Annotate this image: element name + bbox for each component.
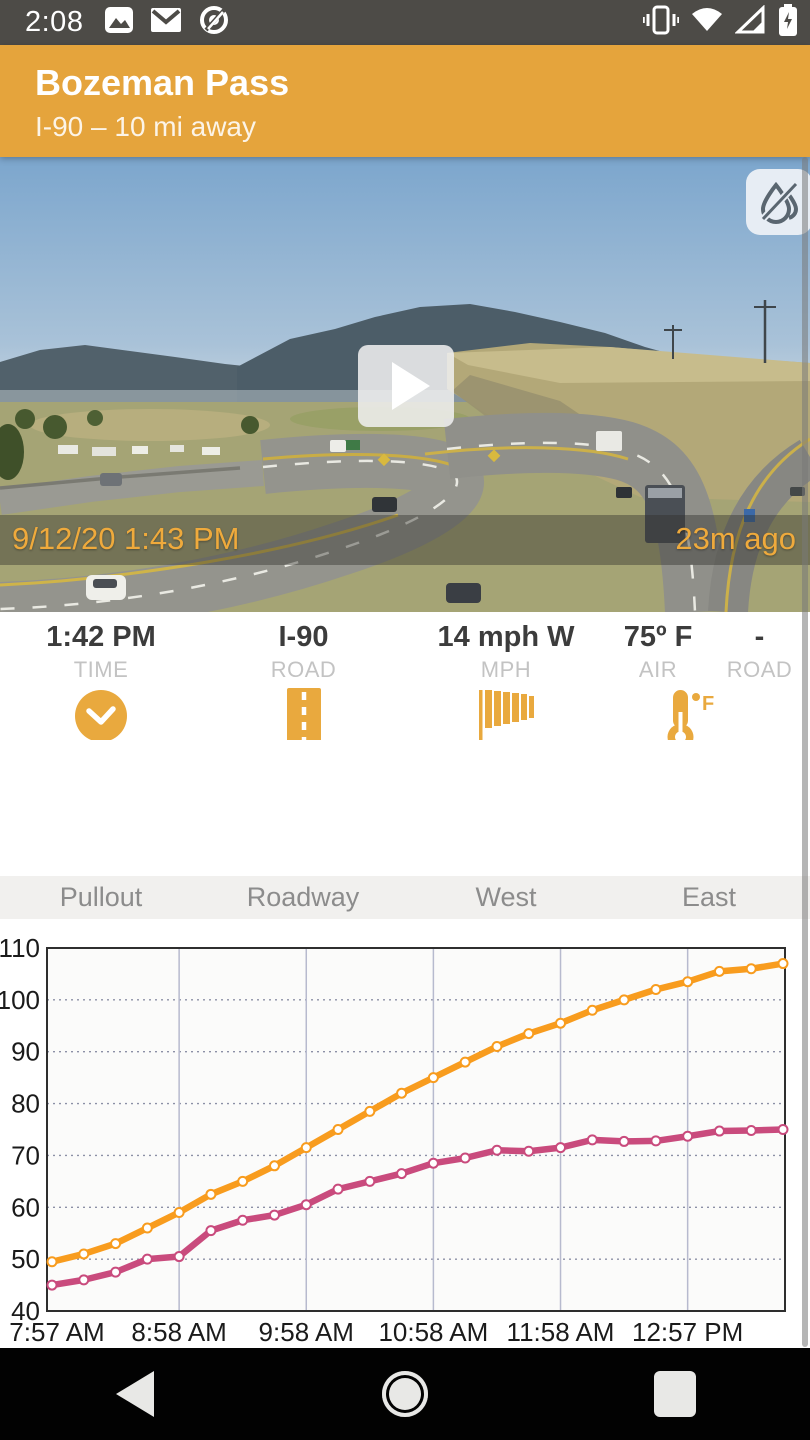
svg-text:8:58 AM: 8:58 AM <box>131 1317 226 1347</box>
svg-text:60: 60 <box>11 1192 40 1222</box>
back-button[interactable] <box>0 1371 270 1417</box>
svg-text:70: 70 <box>11 1140 40 1170</box>
svg-text:7:57 AM: 7:57 AM <box>9 1317 104 1347</box>
stat-road-label: ROAD <box>270 657 337 682</box>
windsock-icon <box>474 688 538 750</box>
stat-road-temp-label: ROAD <box>726 657 793 682</box>
svg-text:12:57 PM: 12:57 PM <box>632 1317 743 1347</box>
play-button[interactable] <box>358 345 454 427</box>
android-nav-bar <box>0 1348 810 1440</box>
camera-timestamp: 9/12/20 1:43 PM <box>12 521 240 556</box>
wifi-icon <box>690 5 724 40</box>
recents-icon <box>654 1371 696 1417</box>
stat-road: I-90 ROAD <box>202 612 405 750</box>
camera-age: 23m ago <box>675 521 796 556</box>
svg-text:100: 100 <box>0 985 40 1015</box>
data-saver-icon <box>197 3 231 42</box>
timestamp-overlay <box>0 515 810 565</box>
precipitation-off-icon <box>759 180 800 224</box>
stat-air-temp-value: 75º F <box>623 621 693 653</box>
svg-text:80: 80 <box>11 1089 40 1119</box>
clock-icon <box>73 688 129 744</box>
stat-road-temp-value: - <box>754 621 765 653</box>
home-button[interactable] <box>270 1371 540 1417</box>
stat-road-temp: - ROAD <box>709 612 810 740</box>
svg-text:9:58 AM: 9:58 AM <box>259 1317 354 1347</box>
precipitation-toggle-button[interactable] <box>746 169 810 235</box>
photos-icon <box>103 4 135 41</box>
thumbnail-label-roadway[interactable]: Roadway <box>246 882 360 912</box>
stat-air-temp: 75º F AIR F <box>607 612 714 750</box>
stat-time-label: TIME <box>73 657 129 682</box>
thumbnail-labels: Pullout Roadway West East <box>0 876 810 919</box>
stat-wind-label: MPH <box>480 657 532 682</box>
play-icon <box>392 362 430 410</box>
camera-image[interactable]: 9/12/20 1:43 PM 23m ago <box>0 157 810 612</box>
road-icon <box>284 688 324 750</box>
stat-air-temp-label: AIR <box>638 657 678 682</box>
stat-wind-value: 14 mph W <box>437 621 575 653</box>
stat-time: 1:42 PM TIME <box>0 612 202 742</box>
svg-text:11:58 AM: 11:58 AM <box>507 1317 615 1347</box>
cell-signal-icon <box>734 4 767 40</box>
vibrate-icon <box>642 4 680 41</box>
svg-text:40: 40 <box>11 1296 40 1326</box>
svg-text:50: 50 <box>11 1244 40 1274</box>
thumbnail-label-east[interactable]: East <box>681 882 737 912</box>
thumbnail-label-pullout[interactable]: Pullout <box>59 882 143 912</box>
app-header: Bozeman Pass I-90 – 10 mi away <box>0 45 810 157</box>
temperature-chart-plot: 40 50 60 70 80 90 100 110 7:57 AM 8:58 AM 9:58 AM 1… <box>0 933 789 1347</box>
camera-thumbnails <box>0 740 810 876</box>
status-clock: 2:08 <box>25 6 84 38</box>
thumbnail-label-west[interactable]: West <box>475 882 537 912</box>
battery-charging-icon <box>778 3 798 42</box>
stat-wind: 14 mph W MPH <box>405 612 607 748</box>
station-stats-row: 1:42 PM TIME I-90 ROAD 14 mph W MPH 75º … <box>0 612 810 750</box>
svg-text:10:58 AM: 10:58 AM <box>378 1317 488 1347</box>
svg-text:90: 90 <box>11 1037 40 1067</box>
temperature-chart: 40 50 60 70 80 90 100 110 7:57 AM 8:58 AM 9:58 AM 1… <box>0 926 810 1350</box>
camera-scene <box>0 157 810 612</box>
stat-time-value: 1:42 PM <box>46 621 156 653</box>
svg-text:F: F <box>702 693 714 715</box>
gmail-icon <box>149 4 183 41</box>
status-bar: 2:08 <box>0 0 810 45</box>
svg-text:110: 110 <box>0 933 40 963</box>
page-subtitle: I-90 – 10 mi away <box>35 111 256 142</box>
recents-button[interactable] <box>540 1371 810 1417</box>
page-title: Bozeman Pass <box>35 62 290 103</box>
stat-road-value: I-90 <box>278 621 329 653</box>
home-icon <box>382 1371 428 1417</box>
page-scrollbar[interactable] <box>802 157 808 1347</box>
back-icon <box>116 1371 154 1417</box>
